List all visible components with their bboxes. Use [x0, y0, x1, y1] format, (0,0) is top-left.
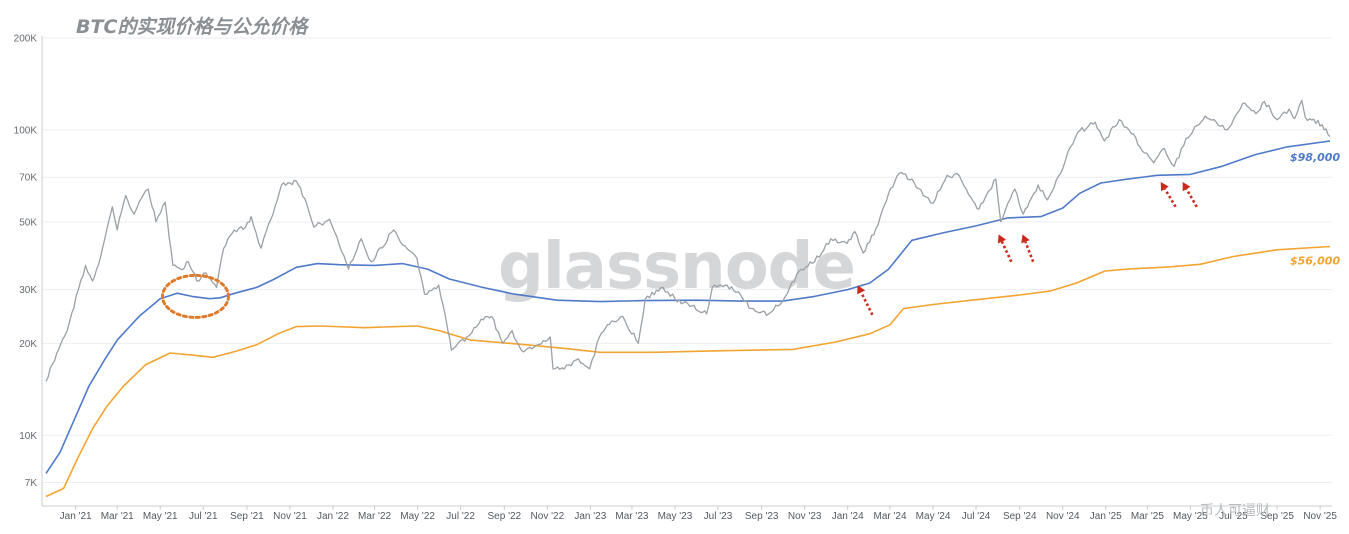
y-tick-label: 50K [19, 217, 37, 228]
x-tick-label: Jul '21 [189, 511, 218, 522]
arrow-head [1182, 182, 1191, 192]
x-tick-label: Mar '25 [1131, 511, 1164, 522]
arrow-head [857, 285, 866, 295]
x-tick-label: Jul '23 [704, 511, 733, 522]
fair-price-end-label: $56,000 [1290, 255, 1340, 268]
x-tick-label: Sep '25 [1260, 511, 1294, 522]
arrow-head [1021, 234, 1030, 244]
x-tick-label: Mar '22 [358, 511, 391, 522]
x-tick-label: May '24 [916, 511, 951, 522]
annotation-arrow [997, 234, 1013, 263]
fair-line [45, 245, 1331, 498]
x-tick-label: Jul '22 [446, 511, 475, 522]
arrow-shaft [1185, 188, 1198, 208]
annotation-arrow [1021, 234, 1035, 263]
x-tick-label: Nov '25 [1303, 511, 1337, 522]
x-tick-label: Jul '24 [962, 511, 991, 522]
x-tick-label: May '22 [400, 511, 435, 522]
arrow-head [997, 234, 1007, 244]
annotation-arrow [1182, 182, 1198, 208]
annotations [160, 182, 1198, 319]
x-tick-label: Jan '23 [574, 511, 606, 522]
y-tick-label: 70K [19, 173, 37, 184]
y-tick-label: 10K [19, 431, 37, 442]
arrow-shaft [1024, 241, 1035, 263]
annotation-arrow [857, 285, 874, 316]
x-tick-label: Jan '24 [832, 511, 864, 522]
x-tick-label: May '25 [1173, 511, 1208, 522]
y-tick-labels: 200K 100K 70K 50K 30K 20K 10K 7K [14, 34, 38, 490]
y-tick-label: 7K [25, 478, 38, 489]
annotation-arrow [1160, 182, 1177, 208]
x-tick-label: Nov '24 [1046, 511, 1080, 522]
x-tick-labels: Jan '21 Mar '21 May '21 Jul '21 Sep '21 Nov '… [60, 506, 1337, 522]
x-tick-label: Nov '23 [788, 511, 822, 522]
arrow-shaft [1163, 188, 1177, 208]
x-tick-label: Mar '24 [873, 511, 906, 522]
x-tick-label: Mar '21 [101, 511, 134, 522]
highlight-circle [160, 273, 230, 319]
arrow-shaft [859, 291, 874, 316]
x-tick-label: Jan '21 [60, 511, 92, 522]
x-tick-label: May '21 [143, 511, 178, 522]
price-line [45, 99, 1331, 382]
realized-price-end-label: $98,000 [1290, 151, 1340, 164]
x-tick-label: Sep '22 [488, 511, 522, 522]
series-group [45, 99, 1331, 498]
watermark: glassnode [498, 230, 855, 304]
x-tick-label: Sep '23 [745, 511, 779, 522]
x-tick-label: May '23 [658, 511, 693, 522]
x-tick-label: Sep '24 [1003, 511, 1037, 522]
x-tick-label: Jan '22 [317, 511, 349, 522]
x-tick-label: Nov '22 [531, 511, 565, 522]
arrow-shaft [1000, 241, 1013, 263]
y-tick-label: 200K [14, 34, 38, 45]
x-tick-label: Jan '25 [1090, 511, 1122, 522]
x-tick-label: Sep '21 [230, 511, 264, 522]
signature-watermark: 币人可逼财 [1200, 503, 1270, 519]
realized-line [45, 140, 1331, 474]
y-tick-label: 20K [19, 339, 37, 350]
arrow-head [1160, 182, 1169, 192]
x-tick-label: Nov '21 [273, 511, 307, 522]
y-tick-label: 30K [19, 285, 37, 296]
grid [42, 37, 1332, 484]
chart-title: BTC的实现价格与公允价格 [76, 16, 309, 38]
x-tick-label: Jul '25 [1219, 511, 1248, 522]
y-tick-label: 100K [14, 125, 38, 136]
x-tick-label: Mar '23 [615, 511, 648, 522]
